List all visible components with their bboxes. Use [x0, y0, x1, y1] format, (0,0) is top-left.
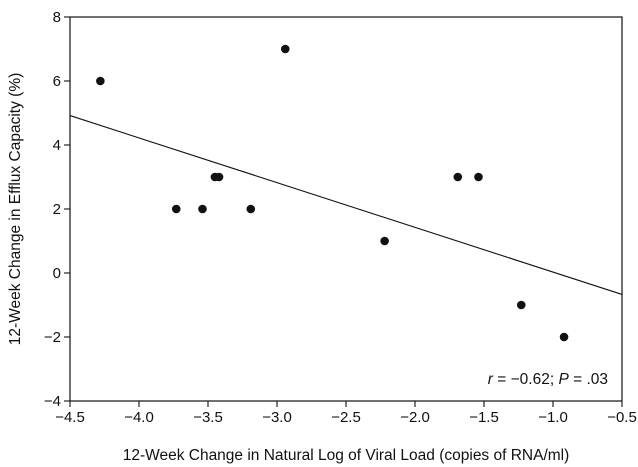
y-axis-ticks: −4 −2 0 2 4 6 8: [44, 9, 70, 410]
y-tick-label: 4: [53, 137, 61, 154]
y-tick-label: 0: [53, 265, 61, 282]
data-point: [453, 172, 463, 182]
plot-frame: [69, 16, 623, 402]
data-point: [559, 332, 569, 342]
regression-line: [69, 115, 623, 295]
x-tick-label: −2.0: [400, 409, 430, 426]
x-tick-label: −3.5: [193, 409, 223, 426]
data-points: [96, 44, 569, 342]
x-axis-title: 12-Week Change in Natural Log of Viral L…: [123, 447, 570, 464]
y-tick-label: −4: [44, 393, 61, 410]
data-point: [96, 76, 105, 86]
data-point: [198, 204, 207, 214]
data-point: [474, 172, 483, 182]
data-point: [380, 236, 389, 246]
x-axis-ticks: −4.5 −4.0 −3.5 −3.0 −2.5 −2.0 −1.5 −1.0 −0.5: [55, 401, 637, 426]
y-tick-label: 8: [53, 9, 61, 26]
x-tick-label: −2.5: [331, 409, 361, 426]
data-point: [280, 44, 290, 54]
data-point: [214, 172, 224, 182]
data-point: [171, 204, 181, 214]
correlation-annotation: r = −0.62; P = .03: [488, 371, 608, 388]
x-tick-label: −0.5: [607, 409, 637, 426]
x-tick-label: −1.0: [538, 409, 568, 426]
y-axis-title: 12-Week Change in Efflux Capacity (%): [7, 73, 24, 346]
x-tick-label: −4.0: [124, 409, 154, 426]
data-point: [516, 300, 526, 310]
data-point: [246, 204, 256, 214]
y-tick-label: −2: [44, 329, 61, 346]
y-tick-label: 2: [53, 201, 61, 218]
x-tick-label: −1.5: [469, 409, 499, 426]
x-tick-label: −4.5: [55, 409, 85, 426]
x-tick-label: −3.0: [262, 409, 292, 426]
y-tick-label: 6: [53, 73, 61, 90]
